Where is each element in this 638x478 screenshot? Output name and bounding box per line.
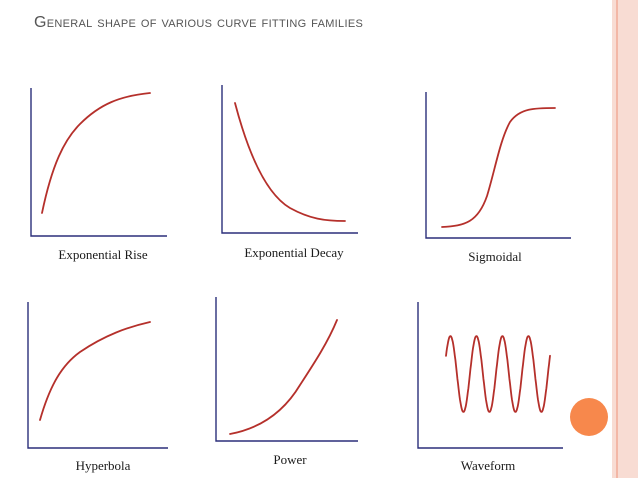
sigmoidal-curve — [441, 107, 556, 228]
panel-exponential-decay — [221, 85, 358, 234]
panel-waveform — [417, 302, 563, 449]
axes — [425, 92, 571, 239]
panel-hyperbola — [27, 302, 168, 449]
axes — [417, 302, 563, 449]
accent-dot — [570, 398, 608, 436]
hyperbola-curve — [39, 321, 151, 421]
caption-hyperbola: Hyperbola — [75, 458, 131, 473]
accent-rule — [616, 0, 618, 478]
axes — [30, 88, 167, 237]
slide-title: General shape of various curve fitting f… — [34, 14, 364, 31]
panel-power — [215, 297, 358, 442]
exponential-decay-curve — [234, 102, 346, 222]
caption-sigmoidal: Sigmoidal — [468, 249, 522, 264]
axes — [221, 85, 358, 234]
waveform-curve — [445, 335, 551, 413]
caption-exponential-decay: Exponential Decay — [244, 245, 344, 260]
exponential-rise-curve — [41, 92, 151, 214]
panel-sigmoidal — [425, 92, 571, 239]
axes — [215, 297, 358, 442]
axes — [27, 302, 168, 449]
caption-exponential-rise: Exponential Rise — [58, 247, 148, 262]
panel-exponential-rise — [30, 88, 167, 237]
caption-waveform: Waveform — [460, 458, 516, 473]
power-curve — [229, 319, 338, 435]
caption-power: Power — [273, 452, 307, 467]
